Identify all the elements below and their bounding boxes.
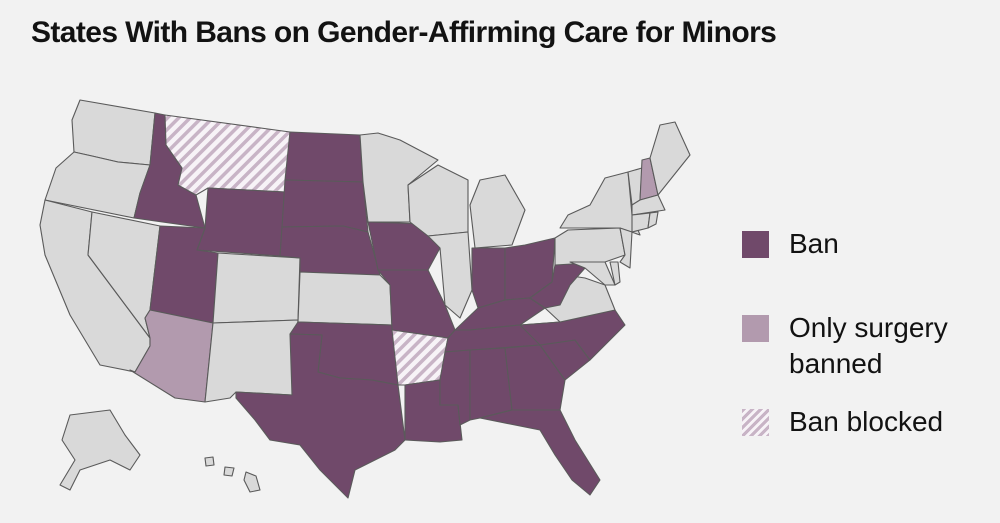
state-me <box>649 121 691 196</box>
state-wy <box>196 187 286 257</box>
legend: Ban Only surgery banned Ban blocked <box>742 226 992 440</box>
state-ak <box>59 409 141 491</box>
legend-swatch-ban <box>742 231 769 258</box>
state-il <box>427 231 473 319</box>
state-ar <box>391 329 449 386</box>
state-ny <box>559 171 641 236</box>
state-ga <box>504 344 566 411</box>
state-in <box>471 247 506 309</box>
legend-swatch-only-surgery-banned <box>742 315 769 342</box>
legend-item-ban: Ban <box>742 226 992 278</box>
state-ct <box>631 212 651 233</box>
legend-item-only-surgery-banned: Only surgery banned <box>742 310 992 392</box>
legend-label-ban-blocked: Ban blocked <box>789 406 944 437</box>
state-ks <box>297 271 393 326</box>
legend-item-ban-blocked: Ban blocked <box>742 404 992 440</box>
state-mt <box>164 114 291 196</box>
state-nd <box>284 131 364 183</box>
state-hi <box>204 456 261 493</box>
state-md <box>569 261 616 286</box>
state-ma <box>631 194 666 216</box>
legend-label-only-surgery-banned: Only surgery banned <box>789 312 948 379</box>
state-co <box>212 252 301 324</box>
legend-label-ban: Ban <box>789 228 839 259</box>
state-tx <box>235 333 406 499</box>
map-title: States With Bans on Gender-Affirming Car… <box>31 16 777 49</box>
state-nj <box>619 227 633 269</box>
state-sd <box>281 179 369 233</box>
state-de <box>609 261 621 286</box>
state-mi <box>469 174 526 249</box>
state-fl <box>479 409 601 496</box>
state-pa <box>554 227 626 266</box>
state-nm <box>204 319 299 403</box>
state-ri <box>647 211 659 229</box>
legend-swatch-ban-blocked <box>742 409 769 436</box>
